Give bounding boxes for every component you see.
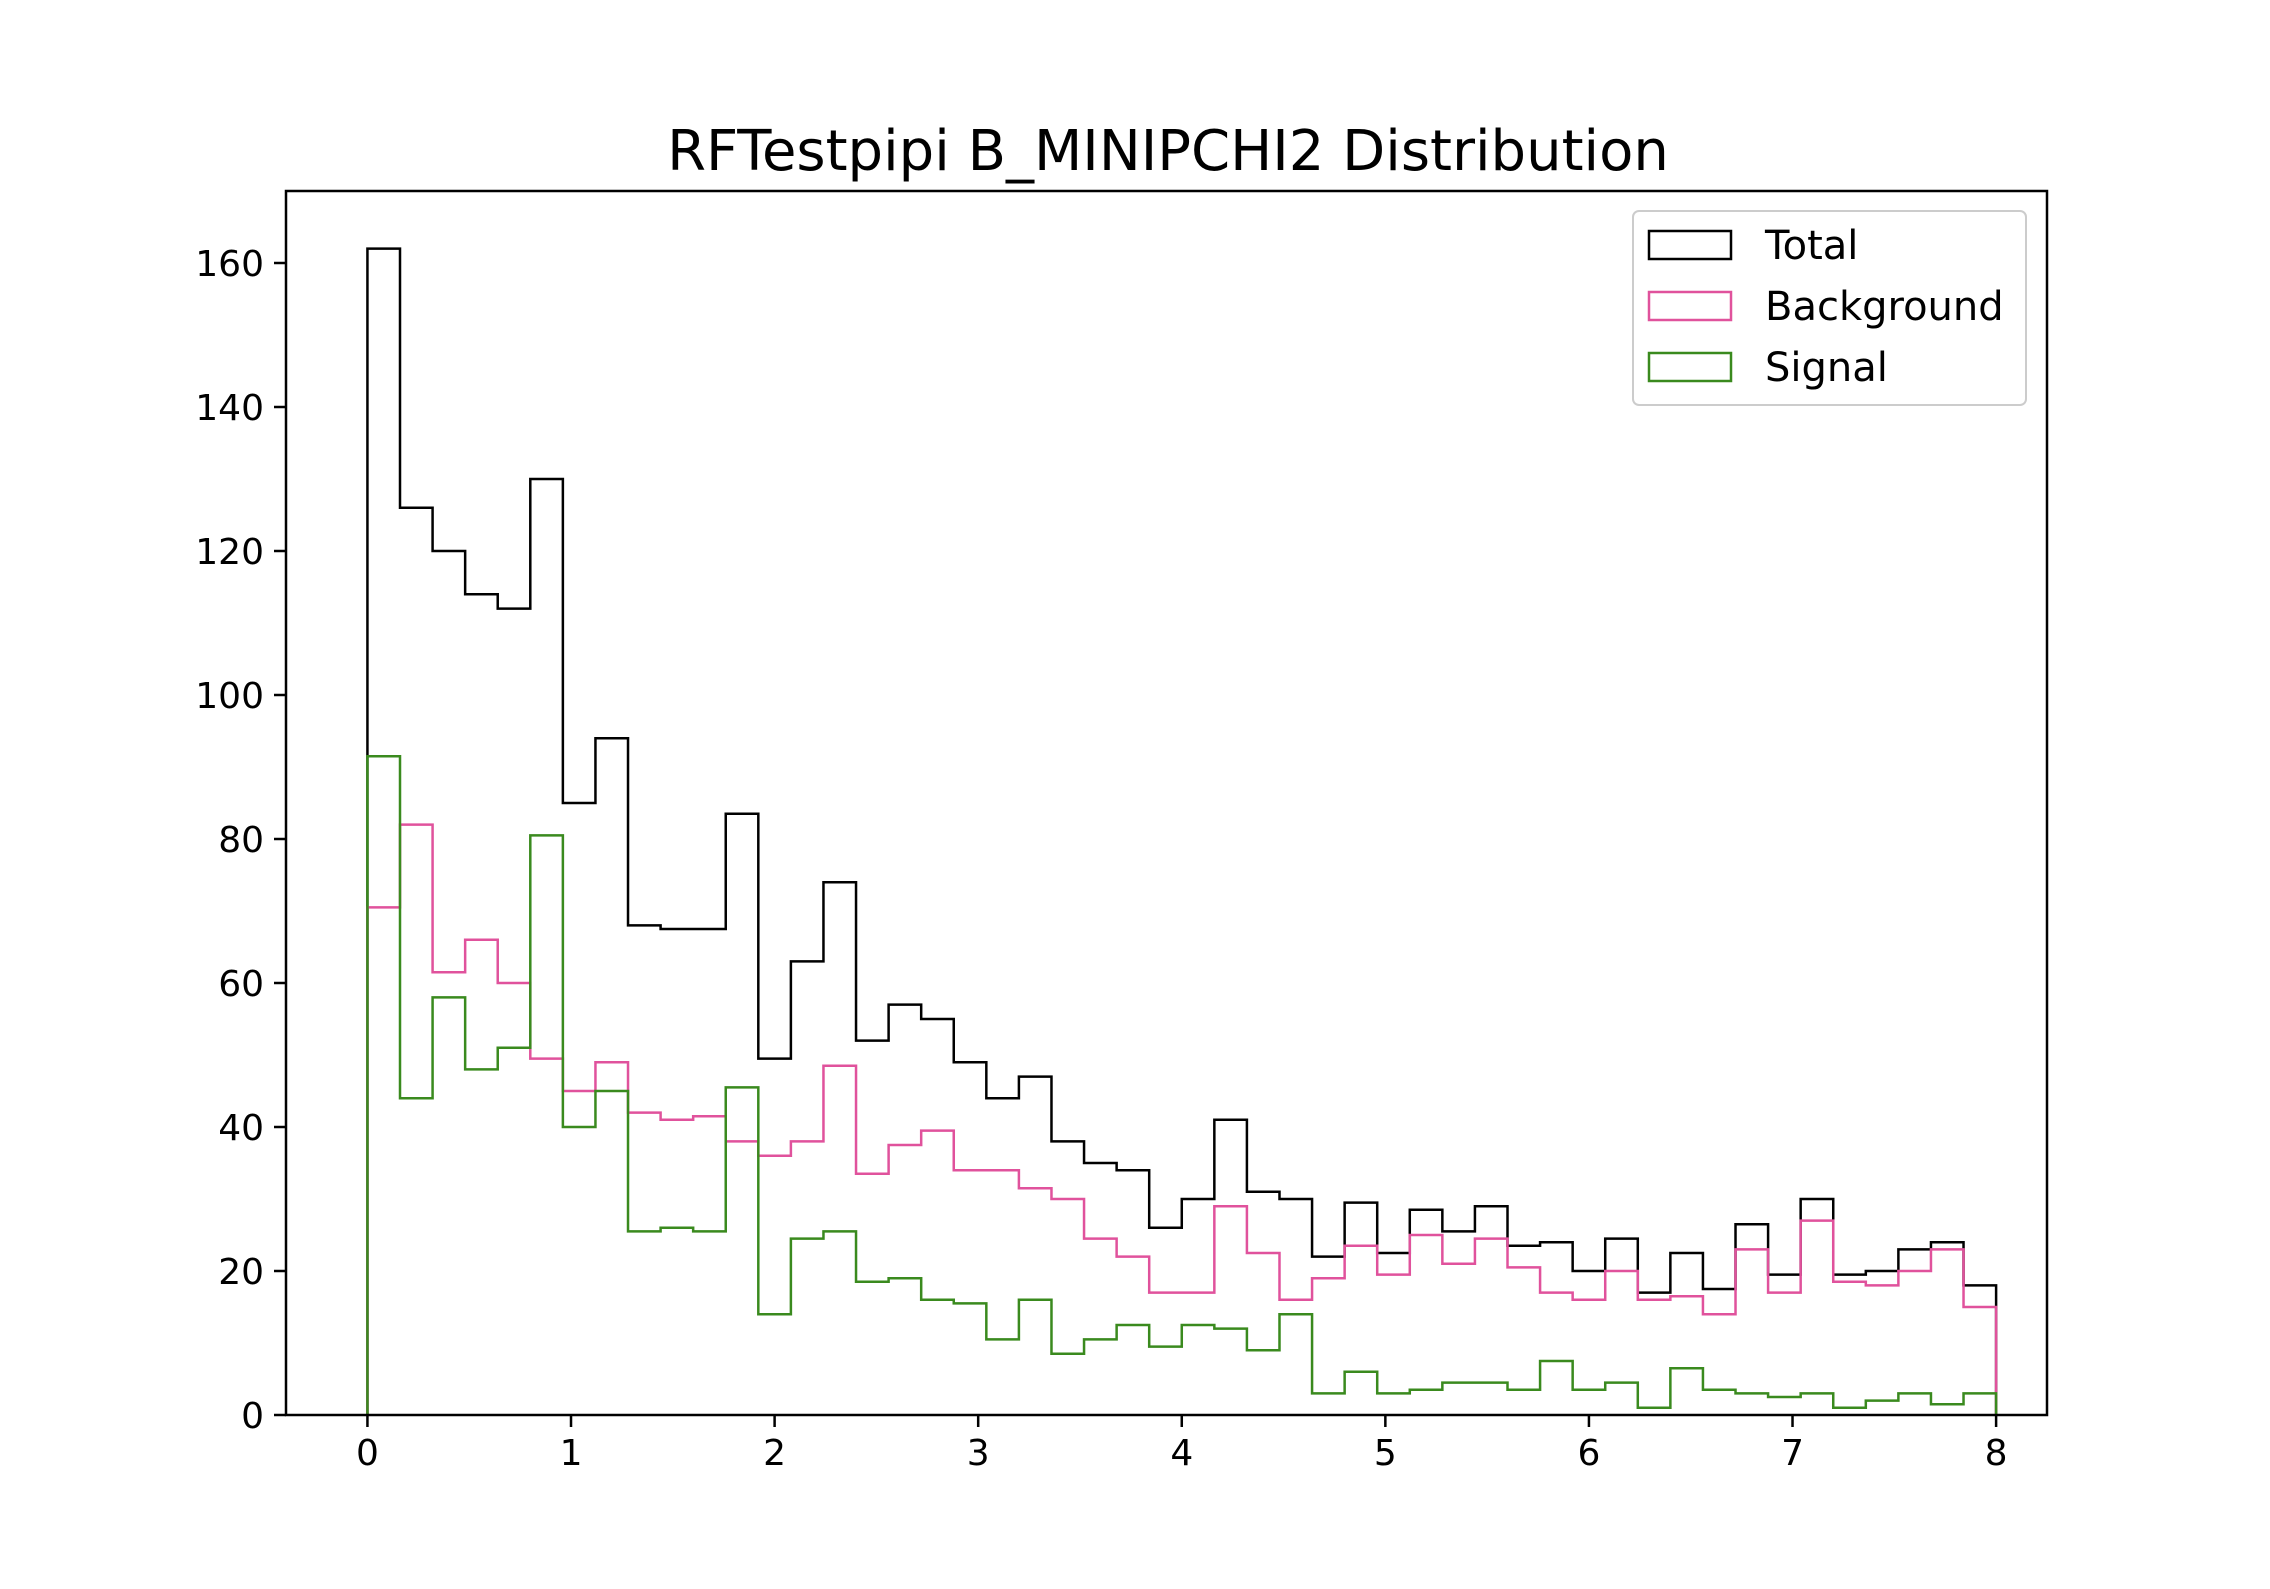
legend-label-signal: Signal	[1765, 345, 1888, 391]
x-tick-label: 4	[1170, 1433, 1193, 1474]
x-axis: 0 1 2 3 4 5 6 7 8	[356, 1415, 2008, 1474]
plot-frame	[284, 189, 2049, 1417]
y-tick-label: 60	[218, 964, 264, 1005]
x-tick-label: 0	[356, 1433, 379, 1474]
series-background-histogram	[366, 823, 1998, 1415]
y-tick-label: 140	[195, 388, 264, 429]
x-tick-label: 5	[1374, 1433, 1397, 1474]
y-tick-label: 120	[195, 532, 264, 573]
series-layer	[366, 247, 1998, 1415]
y-tick-label: 40	[218, 1108, 264, 1149]
y-tick-label: 100	[195, 676, 264, 717]
legend-label-total: Total	[1764, 223, 1858, 269]
x-tick-label: 1	[560, 1433, 583, 1474]
y-axis: 0 20 40 60 80 100 120 140 160	[195, 244, 286, 1437]
series-total-histogram	[366, 247, 1998, 1415]
y-tick-label: 80	[218, 820, 264, 861]
series-signal-histogram	[366, 754, 1998, 1415]
legend: Total Background Signal	[1632, 210, 2027, 406]
y-tick-label: 0	[241, 1396, 264, 1437]
legend-swatch-signal	[1647, 351, 1733, 383]
y-tick-label: 20	[218, 1252, 264, 1293]
x-tick-label: 3	[967, 1433, 990, 1474]
x-tick-label: 6	[1577, 1433, 1600, 1474]
legend-label-background: Background	[1765, 284, 2004, 330]
legend-swatch-total	[1647, 229, 1733, 261]
legend-swatch-background	[1647, 290, 1733, 322]
y-tick-label: 160	[195, 244, 264, 285]
x-tick-label: 2	[763, 1433, 786, 1474]
x-tick-label: 7	[1781, 1433, 1804, 1474]
chart-title: RFTestpipi B_MINIPCHI2 Distribution	[667, 119, 1669, 184]
x-tick-label: 8	[1985, 1433, 2008, 1474]
